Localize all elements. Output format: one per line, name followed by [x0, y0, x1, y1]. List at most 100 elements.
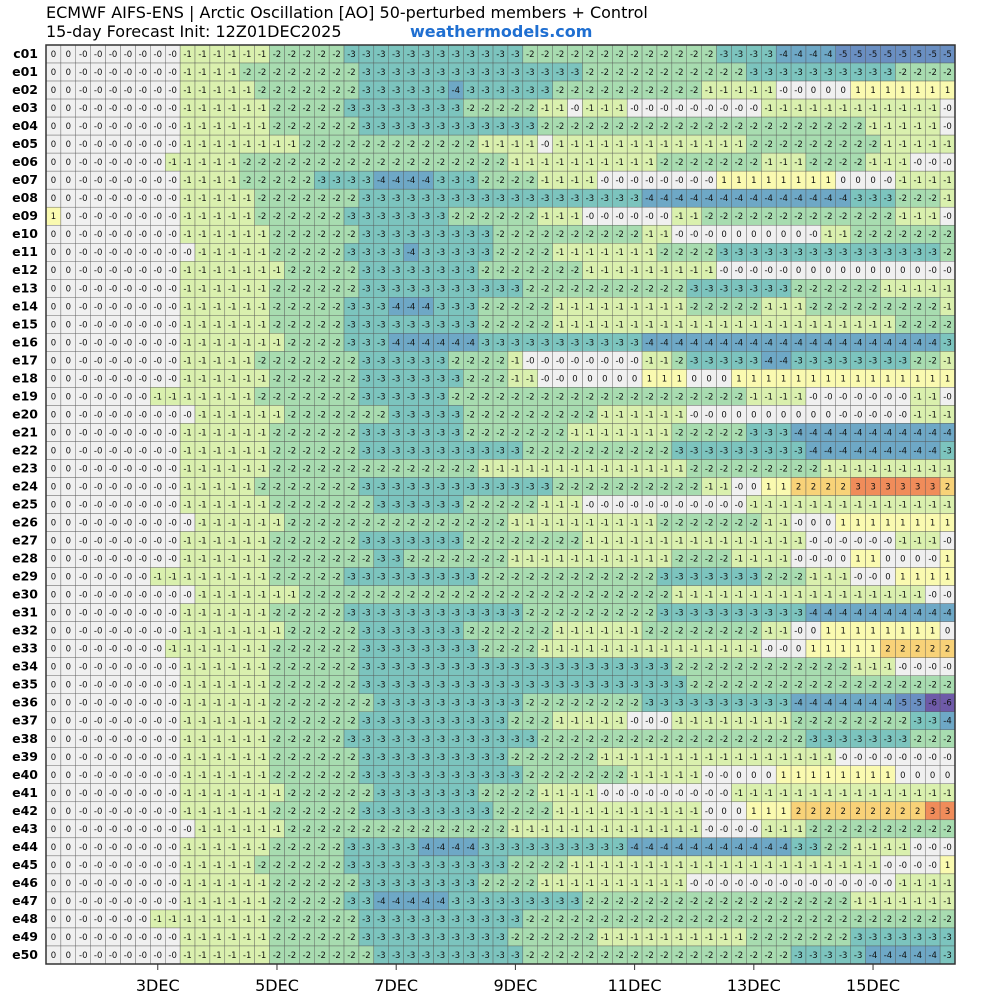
cell-label: -0 [839, 392, 847, 402]
cell-label: -0 [168, 302, 176, 312]
cell-label: -1 [198, 410, 206, 420]
cell-label: -2 [615, 771, 623, 781]
cell-label: -0 [94, 338, 102, 348]
cell-label: -3 [764, 284, 772, 294]
cell-label: -2 [839, 663, 847, 673]
cell-label: -3 [481, 681, 489, 691]
cell-label: -0 [109, 501, 117, 511]
cell-label: -4 [675, 194, 683, 204]
cell-label: -2 [466, 537, 474, 547]
cell-label: 2 [930, 645, 935, 655]
cell-label: -4 [899, 446, 907, 456]
cell-label: -2 [317, 158, 325, 168]
cell-label: -2 [452, 591, 460, 601]
cell-label: -3 [362, 392, 370, 402]
cell-label: -3 [630, 681, 638, 691]
brand-watermark[interactable]: weathermodels.com [410, 22, 592, 41]
cell-label: 0 [51, 681, 56, 691]
cell-label: -0 [705, 176, 713, 186]
cell-label: -1 [645, 519, 653, 529]
cell-label: -3 [422, 86, 430, 96]
cell-label: -3 [392, 356, 400, 366]
cell-label: 0 [51, 771, 56, 781]
cell-label: -3 [422, 392, 430, 402]
cell-label: -0 [124, 356, 132, 366]
cell-label: -2 [675, 555, 683, 565]
cell-label: -2 [511, 266, 519, 276]
cell-label: -2 [615, 573, 623, 583]
cell-label: -3 [332, 176, 340, 186]
cell-label: -1 [630, 771, 638, 781]
cell-label: 0 [66, 482, 71, 492]
cell-label: -1 [213, 501, 221, 511]
cell-label: -2 [347, 230, 355, 240]
cell-label: -2 [526, 410, 534, 420]
cell-label: -1 [675, 464, 683, 474]
cell-label: -2 [571, 537, 579, 547]
cell-label: 0 [632, 374, 637, 384]
cell-label: -3 [437, 699, 445, 709]
cell-label: -0 [168, 627, 176, 637]
cell-label: -1 [943, 464, 951, 474]
cell-label: -3 [466, 230, 474, 240]
cell-label: -1 [511, 356, 519, 366]
cell-label: -1 [213, 663, 221, 673]
cell-label: -0 [154, 212, 162, 222]
cell-label: -3 [645, 681, 653, 691]
cell-label: -4 [779, 356, 787, 366]
cell-label: -1 [168, 158, 176, 168]
cell-label: -3 [377, 86, 385, 96]
cell-label: -2 [541, 627, 549, 637]
cell-label: 0 [721, 374, 726, 384]
cell-label: -0 [690, 410, 698, 420]
cell-label: -1 [228, 320, 236, 330]
cell-label: -3 [437, 194, 445, 204]
cell-label: -3 [377, 428, 385, 438]
cell-label: -1 [213, 86, 221, 96]
cell-label: -1 [943, 176, 951, 186]
cell-label: -3 [362, 537, 370, 547]
cell-label: -1 [213, 537, 221, 547]
cell-label: -1 [928, 140, 936, 150]
cell-label: -2 [571, 86, 579, 96]
cell-label: -1 [735, 140, 743, 150]
cell-label: -2 [750, 140, 758, 150]
cell-label: -0 [675, 501, 683, 511]
cell-label: 1 [781, 771, 786, 781]
cell-label: -1 [675, 212, 683, 222]
cell-label: -1 [258, 681, 266, 691]
cell-label: -2 [303, 140, 311, 150]
cell-label: -3 [392, 537, 400, 547]
cell-label: -2 [854, 717, 862, 727]
cell-label: -0 [154, 86, 162, 96]
cell-label: -3 [452, 194, 460, 204]
cell-label: -2 [556, 410, 564, 420]
cell-label: 0 [66, 284, 71, 294]
cell-label: 0 [781, 410, 786, 420]
cell-label: -1 [228, 122, 236, 132]
cell-label: -2 [571, 591, 579, 601]
cell-label: -0 [735, 104, 743, 114]
cell-label: -2 [288, 266, 296, 276]
cell-label: -2 [273, 771, 281, 781]
cell-label: -2 [541, 537, 549, 547]
cell-label: -3 [824, 735, 832, 745]
cell-label: -3 [422, 104, 430, 114]
cell-label: -2 [720, 428, 728, 438]
cell-label: -1 [571, 464, 579, 474]
cell-label: 0 [900, 266, 905, 276]
cell-label: -2 [601, 591, 609, 601]
cell-label: -0 [884, 392, 892, 402]
cell-label: -3 [884, 194, 892, 204]
cell-label: -2 [317, 230, 325, 240]
cell-label: 0 [66, 519, 71, 529]
cell-label: -1 [735, 645, 743, 655]
cell-label: -2 [526, 537, 534, 547]
cell-label: -2 [258, 86, 266, 96]
cell-label: -2 [511, 645, 519, 655]
cell-label: -1 [228, 501, 236, 511]
cell-label: -3 [660, 681, 668, 691]
cell-label: -2 [824, 284, 832, 294]
cell-label: -3 [362, 266, 370, 276]
cell-label: -1 [690, 645, 698, 655]
